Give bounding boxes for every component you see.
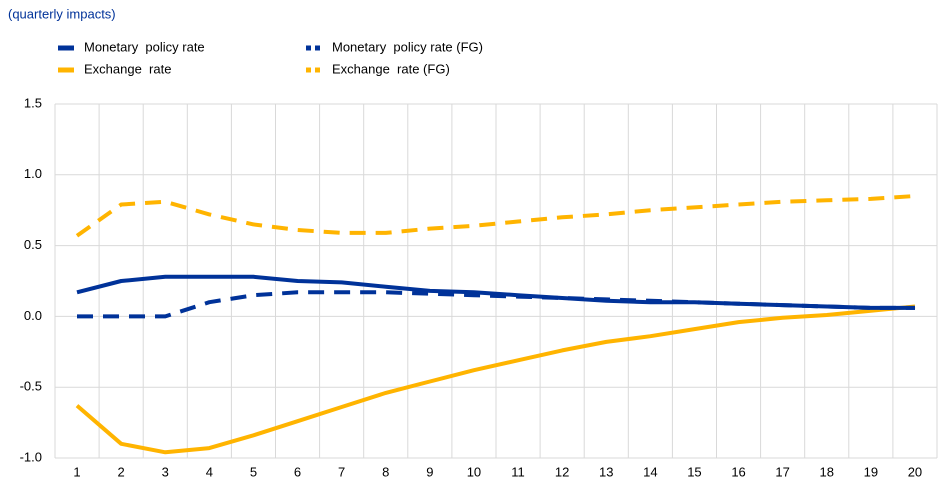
series-line [75, 304, 916, 455]
x-tick-label: 7 [338, 464, 345, 479]
series-line [77, 290, 915, 319]
x-tick-label: 10 [467, 464, 481, 479]
x-tick-label: 13 [599, 464, 613, 479]
x-tick-label: 4 [206, 464, 213, 479]
legend-label: Monetary policy rate (FG) [332, 39, 483, 54]
series-line [76, 274, 915, 310]
y-tick-label: 1.5 [24, 95, 42, 110]
x-tick-label: 12 [555, 464, 569, 479]
x-tick-label: 3 [162, 464, 169, 479]
x-tick-label: 19 [864, 464, 878, 479]
x-tick-label: 14 [643, 464, 657, 479]
x-tick-label: 5 [250, 464, 257, 479]
x-tick-label: 9 [426, 464, 433, 479]
x-tick-label: 17 [775, 464, 789, 479]
x-tick-label: 18 [820, 464, 834, 479]
y-tick-label: -0.5 [20, 379, 42, 394]
y-tick-label: -1.0 [20, 449, 42, 464]
series-line [75, 194, 916, 238]
x-tick-label: 16 [731, 464, 745, 479]
x-tick-label: 1 [73, 464, 80, 479]
x-tick-label: 6 [294, 464, 301, 479]
legend-label: Exchange rate (FG) [332, 61, 450, 76]
y-tick-label: 0.5 [24, 237, 42, 252]
y-tick-label: 1.0 [24, 166, 42, 181]
legend-label: Exchange rate [84, 61, 171, 76]
x-tick-label: 20 [908, 464, 922, 479]
legend-label: Monetary policy rate [84, 39, 205, 54]
x-tick-label: 11 [511, 464, 525, 479]
x-tick-label: 8 [382, 464, 389, 479]
chart-subtitle: (quarterly impacts) [8, 6, 116, 21]
y-tick-label: 0.0 [24, 308, 42, 323]
x-tick-label: 15 [687, 464, 701, 479]
x-tick-label: 2 [118, 464, 125, 479]
